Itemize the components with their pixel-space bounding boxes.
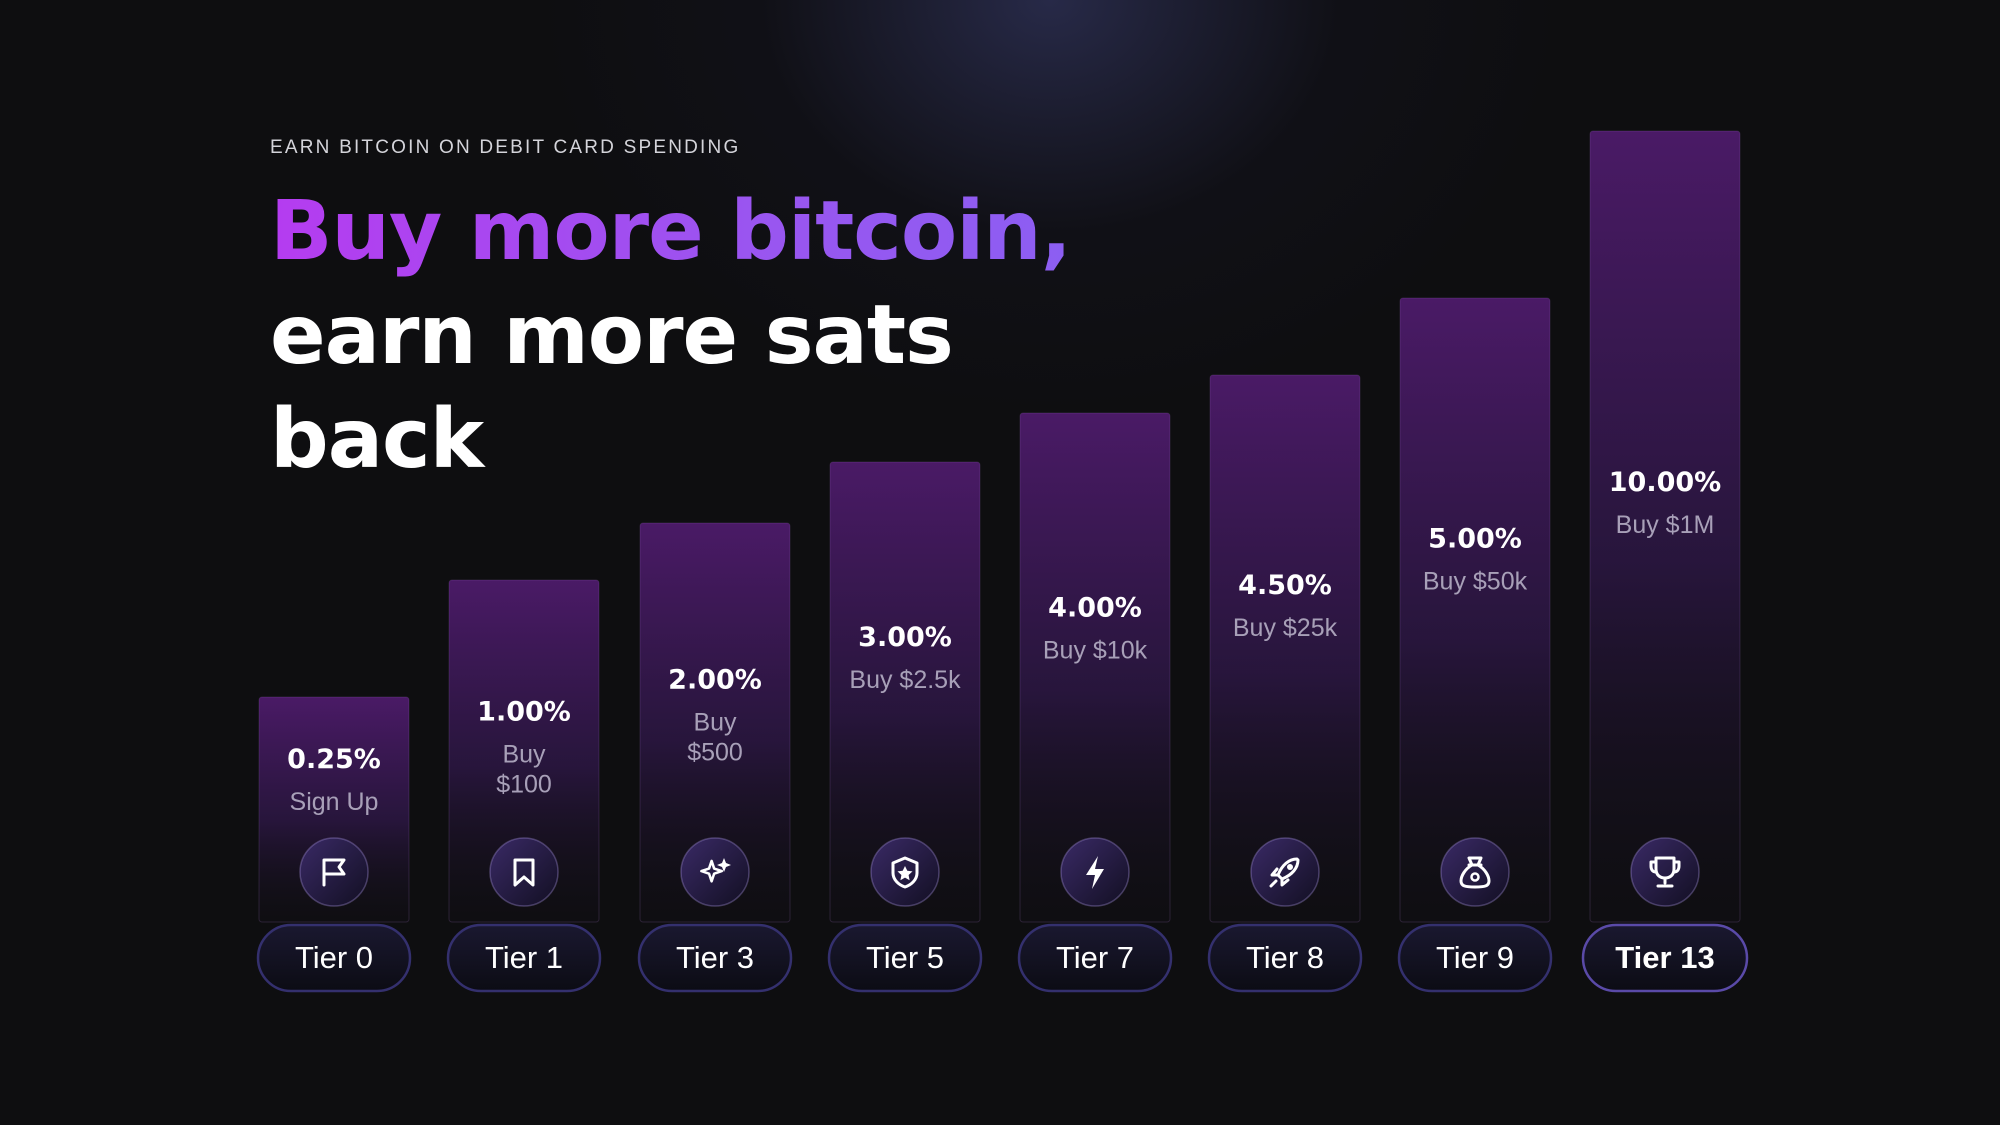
value-label: 4.50%: [1238, 570, 1332, 601]
bar: [1589, 130, 1741, 923]
requirement-label: $100: [496, 770, 552, 798]
lightning-icon: [1086, 856, 1104, 889]
icon-badge: [1630, 837, 1700, 907]
value-label: 1.00%: [477, 696, 571, 727]
icon-badge: [680, 837, 750, 907]
tier-pill[interactable]: [827, 923, 983, 993]
flag-icon: [322, 858, 346, 887]
tier-column: 3.00% Buy $2.5k Tier 5: [827, 461, 983, 993]
requirement-label: $500: [687, 739, 743, 767]
bar: [1209, 374, 1361, 923]
requirement-label: Buy $2.5k: [849, 666, 961, 694]
headline-accent: Buy more bitcoin,: [270, 180, 1072, 284]
tier-pill[interactable]: [1397, 923, 1553, 993]
headline-line-3: back: [270, 392, 484, 487]
requirement-label: Buy: [502, 740, 546, 768]
bar: [1019, 412, 1171, 923]
bar: [448, 579, 600, 923]
tier-pill[interactable]: [256, 923, 412, 993]
icon-badge: [299, 837, 369, 907]
tier-label: Tier 5: [866, 940, 944, 975]
bar: [829, 461, 981, 923]
value-label: 0.25%: [287, 744, 381, 775]
value-label: 2.00%: [668, 665, 762, 696]
value-label: 4.00%: [1048, 593, 1142, 624]
icon-badge: [1250, 837, 1320, 907]
tier-label: Tier 8: [1246, 940, 1324, 975]
icon-circle: [489, 837, 559, 907]
icon-badge: [1440, 837, 1510, 907]
icon-circle: [1630, 837, 1700, 907]
bar: [258, 696, 410, 923]
tier-column: 5.00% Buy $50k Tier 9: [1397, 297, 1553, 993]
icon-badge: [1060, 837, 1130, 907]
tier-pill[interactable]: [1207, 923, 1363, 993]
requirement-label: Buy: [693, 709, 737, 737]
tier-pill[interactable]: [446, 923, 602, 993]
bar: [639, 522, 791, 923]
bookmark-icon: [513, 858, 535, 887]
value-label: 3.00%: [858, 622, 952, 653]
tier-column: 4.00% Buy $10k Tier 7: [1017, 412, 1173, 993]
money-bag-icon: [1459, 856, 1491, 889]
tier-column: 1.00% Buy$100 Tier 1: [446, 579, 602, 993]
tier-column: 10.00% Buy $1M Tier 13: [1581, 130, 1749, 993]
requirement-label: Sign Up: [290, 788, 379, 816]
tier-pill[interactable]: [1017, 923, 1173, 993]
value-label: 5.00%: [1428, 524, 1522, 555]
tier-column: 4.50% Buy $25k Tier 8: [1207, 374, 1363, 993]
icon-circle: [680, 837, 750, 907]
icon-circle: [1440, 837, 1510, 907]
icon-badge: [489, 837, 559, 907]
tier-label: Tier 9: [1436, 940, 1514, 975]
tier-pill[interactable]: [1581, 923, 1749, 993]
value-label: 10.00%: [1609, 467, 1721, 498]
icon-circle: [1250, 837, 1320, 907]
tier-label: Tier 0: [295, 940, 373, 975]
eyebrow-text: EARN BITCOIN ON DEBIT CARD SPENDING: [270, 137, 741, 158]
icon-badge: [870, 837, 940, 907]
trophy-icon: [1649, 856, 1681, 888]
rocket-icon: [1269, 857, 1300, 888]
sparkles-icon: [700, 858, 731, 883]
headline: Buy more bitcoin, earn more sats back: [270, 180, 1072, 492]
requirement-label: Buy $1M: [1616, 511, 1715, 539]
tier-label: Tier 3: [676, 940, 754, 975]
bar: [1399, 297, 1551, 923]
tier-label: Tier 13: [1615, 940, 1714, 975]
requirement-label: Buy $25k: [1233, 614, 1338, 642]
icon-circle: [299, 837, 369, 907]
tier-column: 0.25% Sign Up Tier 0: [256, 696, 412, 993]
headline-line-2: earn more sats: [270, 288, 954, 383]
requirement-label: Buy $10k: [1043, 637, 1148, 665]
tier-pill[interactable]: [637, 923, 793, 993]
shield-star-icon: [891, 856, 919, 889]
requirement-label: Buy $50k: [1423, 568, 1528, 596]
tier-column: 2.00% Buy$500 Tier 3: [637, 522, 793, 993]
tier-label: Tier 1: [485, 940, 563, 975]
tier-label: Tier 7: [1056, 940, 1134, 975]
